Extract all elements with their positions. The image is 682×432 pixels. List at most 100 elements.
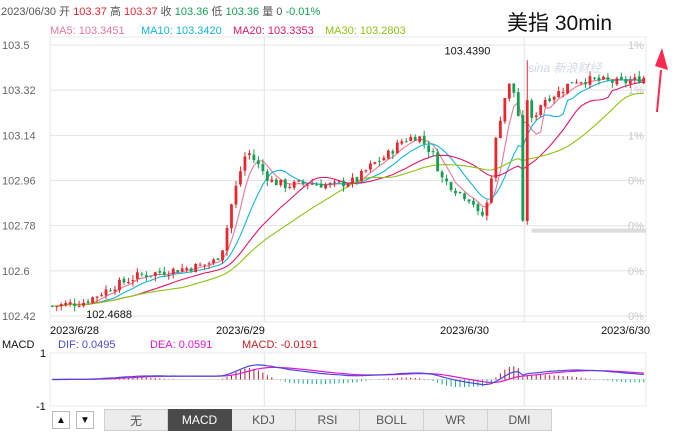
candle-body <box>521 115 525 221</box>
candle-body <box>91 297 94 304</box>
candle-body <box>395 142 399 154</box>
candle <box>593 76 596 81</box>
candle-body <box>185 268 189 270</box>
candle-body <box>561 91 565 93</box>
candle-body <box>315 184 319 186</box>
macd-value: MACD: -0.0191 <box>242 339 318 351</box>
candle <box>543 97 547 108</box>
candle-body <box>566 83 569 94</box>
candle-body <box>440 171 444 178</box>
header-part: 开 <box>59 6 73 18</box>
candle <box>230 203 233 234</box>
candle-body <box>337 181 341 183</box>
candle <box>369 160 372 173</box>
candle <box>386 149 390 160</box>
candle <box>180 263 184 273</box>
candle <box>118 277 121 293</box>
candle <box>637 71 641 84</box>
candle-body <box>64 302 68 306</box>
candle-body <box>534 115 538 118</box>
red-arrow-icon <box>655 48 668 70</box>
scroll-up-button[interactable]: ▲ <box>52 411 70 429</box>
candle <box>628 76 632 88</box>
y-tick-label: 102.6 <box>2 266 30 278</box>
ma-legend-3: MA20: 103.3353 <box>233 25 314 37</box>
candle <box>570 82 574 84</box>
candle <box>530 98 534 123</box>
candle <box>400 138 404 146</box>
candle-body <box>274 179 278 186</box>
candle <box>82 299 85 308</box>
tab-rsi[interactable]: RSI <box>296 409 360 431</box>
candle <box>512 83 516 98</box>
candle <box>153 271 157 282</box>
candle <box>64 300 68 307</box>
candle <box>467 199 471 204</box>
candle <box>427 140 431 158</box>
candle <box>135 268 139 283</box>
candle <box>463 192 466 201</box>
tab-kdj[interactable]: KDJ <box>232 409 296 431</box>
header-part: 量 <box>262 5 276 18</box>
candle-body <box>355 177 359 182</box>
candle-body <box>153 272 157 276</box>
header-part: 103.37 <box>73 6 110 18</box>
candle <box>261 159 265 176</box>
tab-macd[interactable]: MACD <box>168 409 232 431</box>
tab-boll[interactable]: BOLL <box>360 409 424 431</box>
candle-body <box>234 185 238 205</box>
candle <box>624 75 628 88</box>
candle <box>606 72 610 82</box>
candle <box>301 179 305 187</box>
tab-dmi[interactable]: DMI <box>488 409 552 431</box>
candle-body <box>476 204 480 212</box>
candle-body <box>369 163 372 170</box>
candle-body <box>68 302 72 304</box>
candle-body <box>422 135 426 144</box>
candle <box>602 75 605 81</box>
candle-body <box>328 183 332 185</box>
candle-body <box>82 302 85 306</box>
candle-body <box>216 258 220 260</box>
candle <box>534 112 538 121</box>
candle <box>189 267 193 273</box>
candle-body <box>292 181 296 188</box>
candle-body <box>579 82 583 84</box>
candle-body <box>494 137 498 178</box>
candle <box>476 202 480 216</box>
candle-body <box>404 141 408 143</box>
candle-body <box>306 184 310 186</box>
header-part: 103.36 <box>175 6 212 18</box>
candle <box>140 271 144 277</box>
candle <box>525 60 529 225</box>
y-tick-label: 102.42 <box>2 311 36 323</box>
candle <box>422 130 426 149</box>
candle-body <box>633 77 637 80</box>
candle <box>507 83 511 102</box>
candle-body <box>279 179 283 186</box>
current-level-band <box>531 228 646 233</box>
candle-body <box>59 304 63 307</box>
overlay-title: 美指 30min <box>507 12 612 35</box>
candle-body <box>490 178 493 203</box>
candle-body <box>198 264 202 266</box>
candle-body <box>624 78 628 84</box>
candle <box>239 166 242 187</box>
candle <box>440 170 444 183</box>
candle <box>490 176 493 204</box>
tab-wr[interactable]: WR <box>424 409 488 431</box>
pct-tick-label: 0% <box>628 266 644 278</box>
candle-body <box>248 153 251 156</box>
candle <box>319 179 323 188</box>
candle-body <box>171 268 175 274</box>
candle-body <box>230 204 233 229</box>
candle <box>395 139 399 154</box>
candle-body <box>256 160 260 164</box>
scroll-down-button[interactable]: ▼ <box>76 411 94 429</box>
tab-none[interactable]: 无 <box>104 409 168 431</box>
candle <box>382 155 386 161</box>
candle <box>584 78 587 89</box>
candle <box>494 136 498 182</box>
x-tick-label: 2023/6/28 <box>50 325 99 337</box>
candle <box>472 198 475 208</box>
